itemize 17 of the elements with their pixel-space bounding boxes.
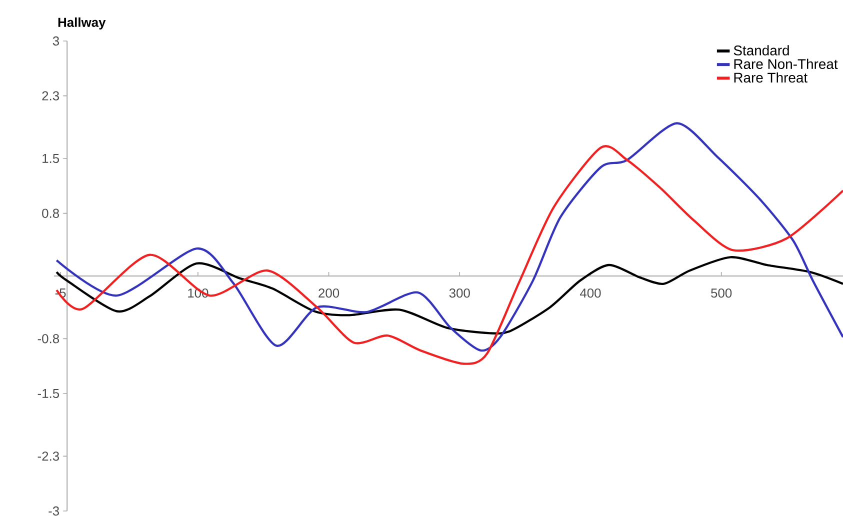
y-tick-label: 2.3 — [42, 91, 60, 100]
y-tick-label: 3 — [52, 36, 60, 46]
x-tick-label: 500 — [711, 288, 732, 298]
y-tick-label: -3 — [48, 506, 60, 516]
y-tick-label: -1.5 — [38, 388, 60, 398]
x-tick-label: 200 — [318, 288, 340, 298]
legend-label: Rare Non-Threat — [734, 58, 838, 70]
x-tick-label: 300 — [449, 288, 470, 298]
y-tick-label: 0.8 — [42, 208, 60, 218]
legend-label: Rare Threat — [734, 72, 808, 83]
y-tick-label: -2.3 — [38, 452, 60, 461]
y-tick-label: -0.8 — [38, 334, 60, 344]
x-tick-label: 400 — [580, 288, 601, 298]
y-tick-label: 1.5 — [42, 154, 60, 164]
legend-label: Standard — [734, 45, 789, 56]
line-series — [56, 256, 843, 335]
chart-title: Hallway — [58, 17, 106, 30]
